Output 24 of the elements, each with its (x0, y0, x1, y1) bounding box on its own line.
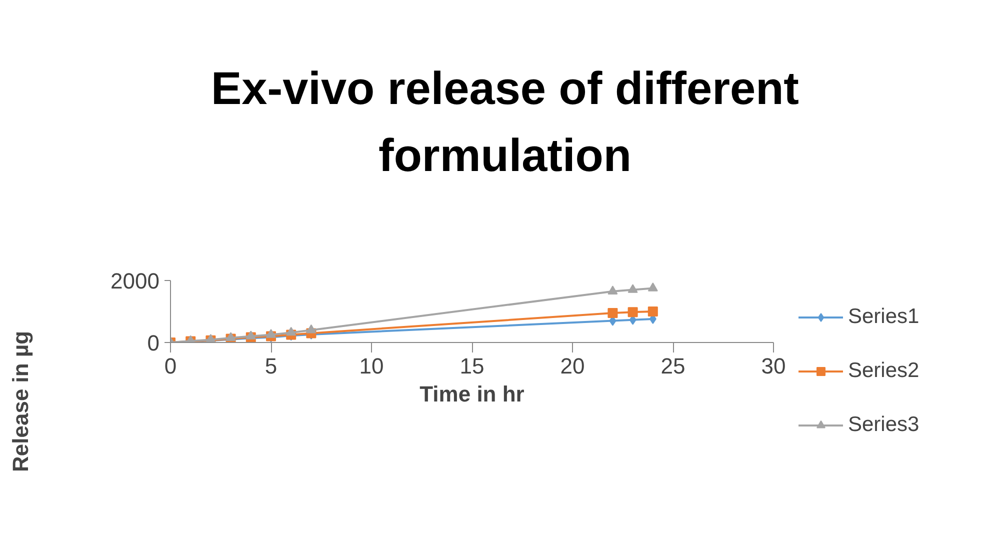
legend-label: Series3 (848, 413, 920, 437)
point (306, 324, 316, 334)
point (266, 329, 276, 338)
point (608, 308, 618, 318)
point (628, 307, 638, 318)
legend-label: Series2 (848, 359, 920, 383)
x-tick-label: 30 (761, 354, 786, 378)
y-tick-label: 2000 (110, 268, 160, 294)
point (648, 306, 658, 316)
point (608, 286, 618, 294)
x-tick-label: 5 (264, 354, 278, 378)
chart-title: Ex-vivo release of different formulation (210, 61, 800, 183)
point (246, 330, 256, 340)
point (286, 326, 296, 336)
x-tick-label: 15 (460, 354, 484, 378)
x-tick-label: 20 (560, 354, 585, 378)
point (648, 282, 658, 292)
x-tick-label: 25 (660, 354, 686, 378)
x-tick-label: 10 (359, 354, 384, 378)
point (628, 284, 638, 293)
legend-label: Series1 (848, 305, 920, 329)
x-axis-title: Time in hr (420, 382, 525, 406)
y-axis-title: Release in µg (7, 330, 34, 472)
x-tick-label: 0 (164, 354, 177, 378)
